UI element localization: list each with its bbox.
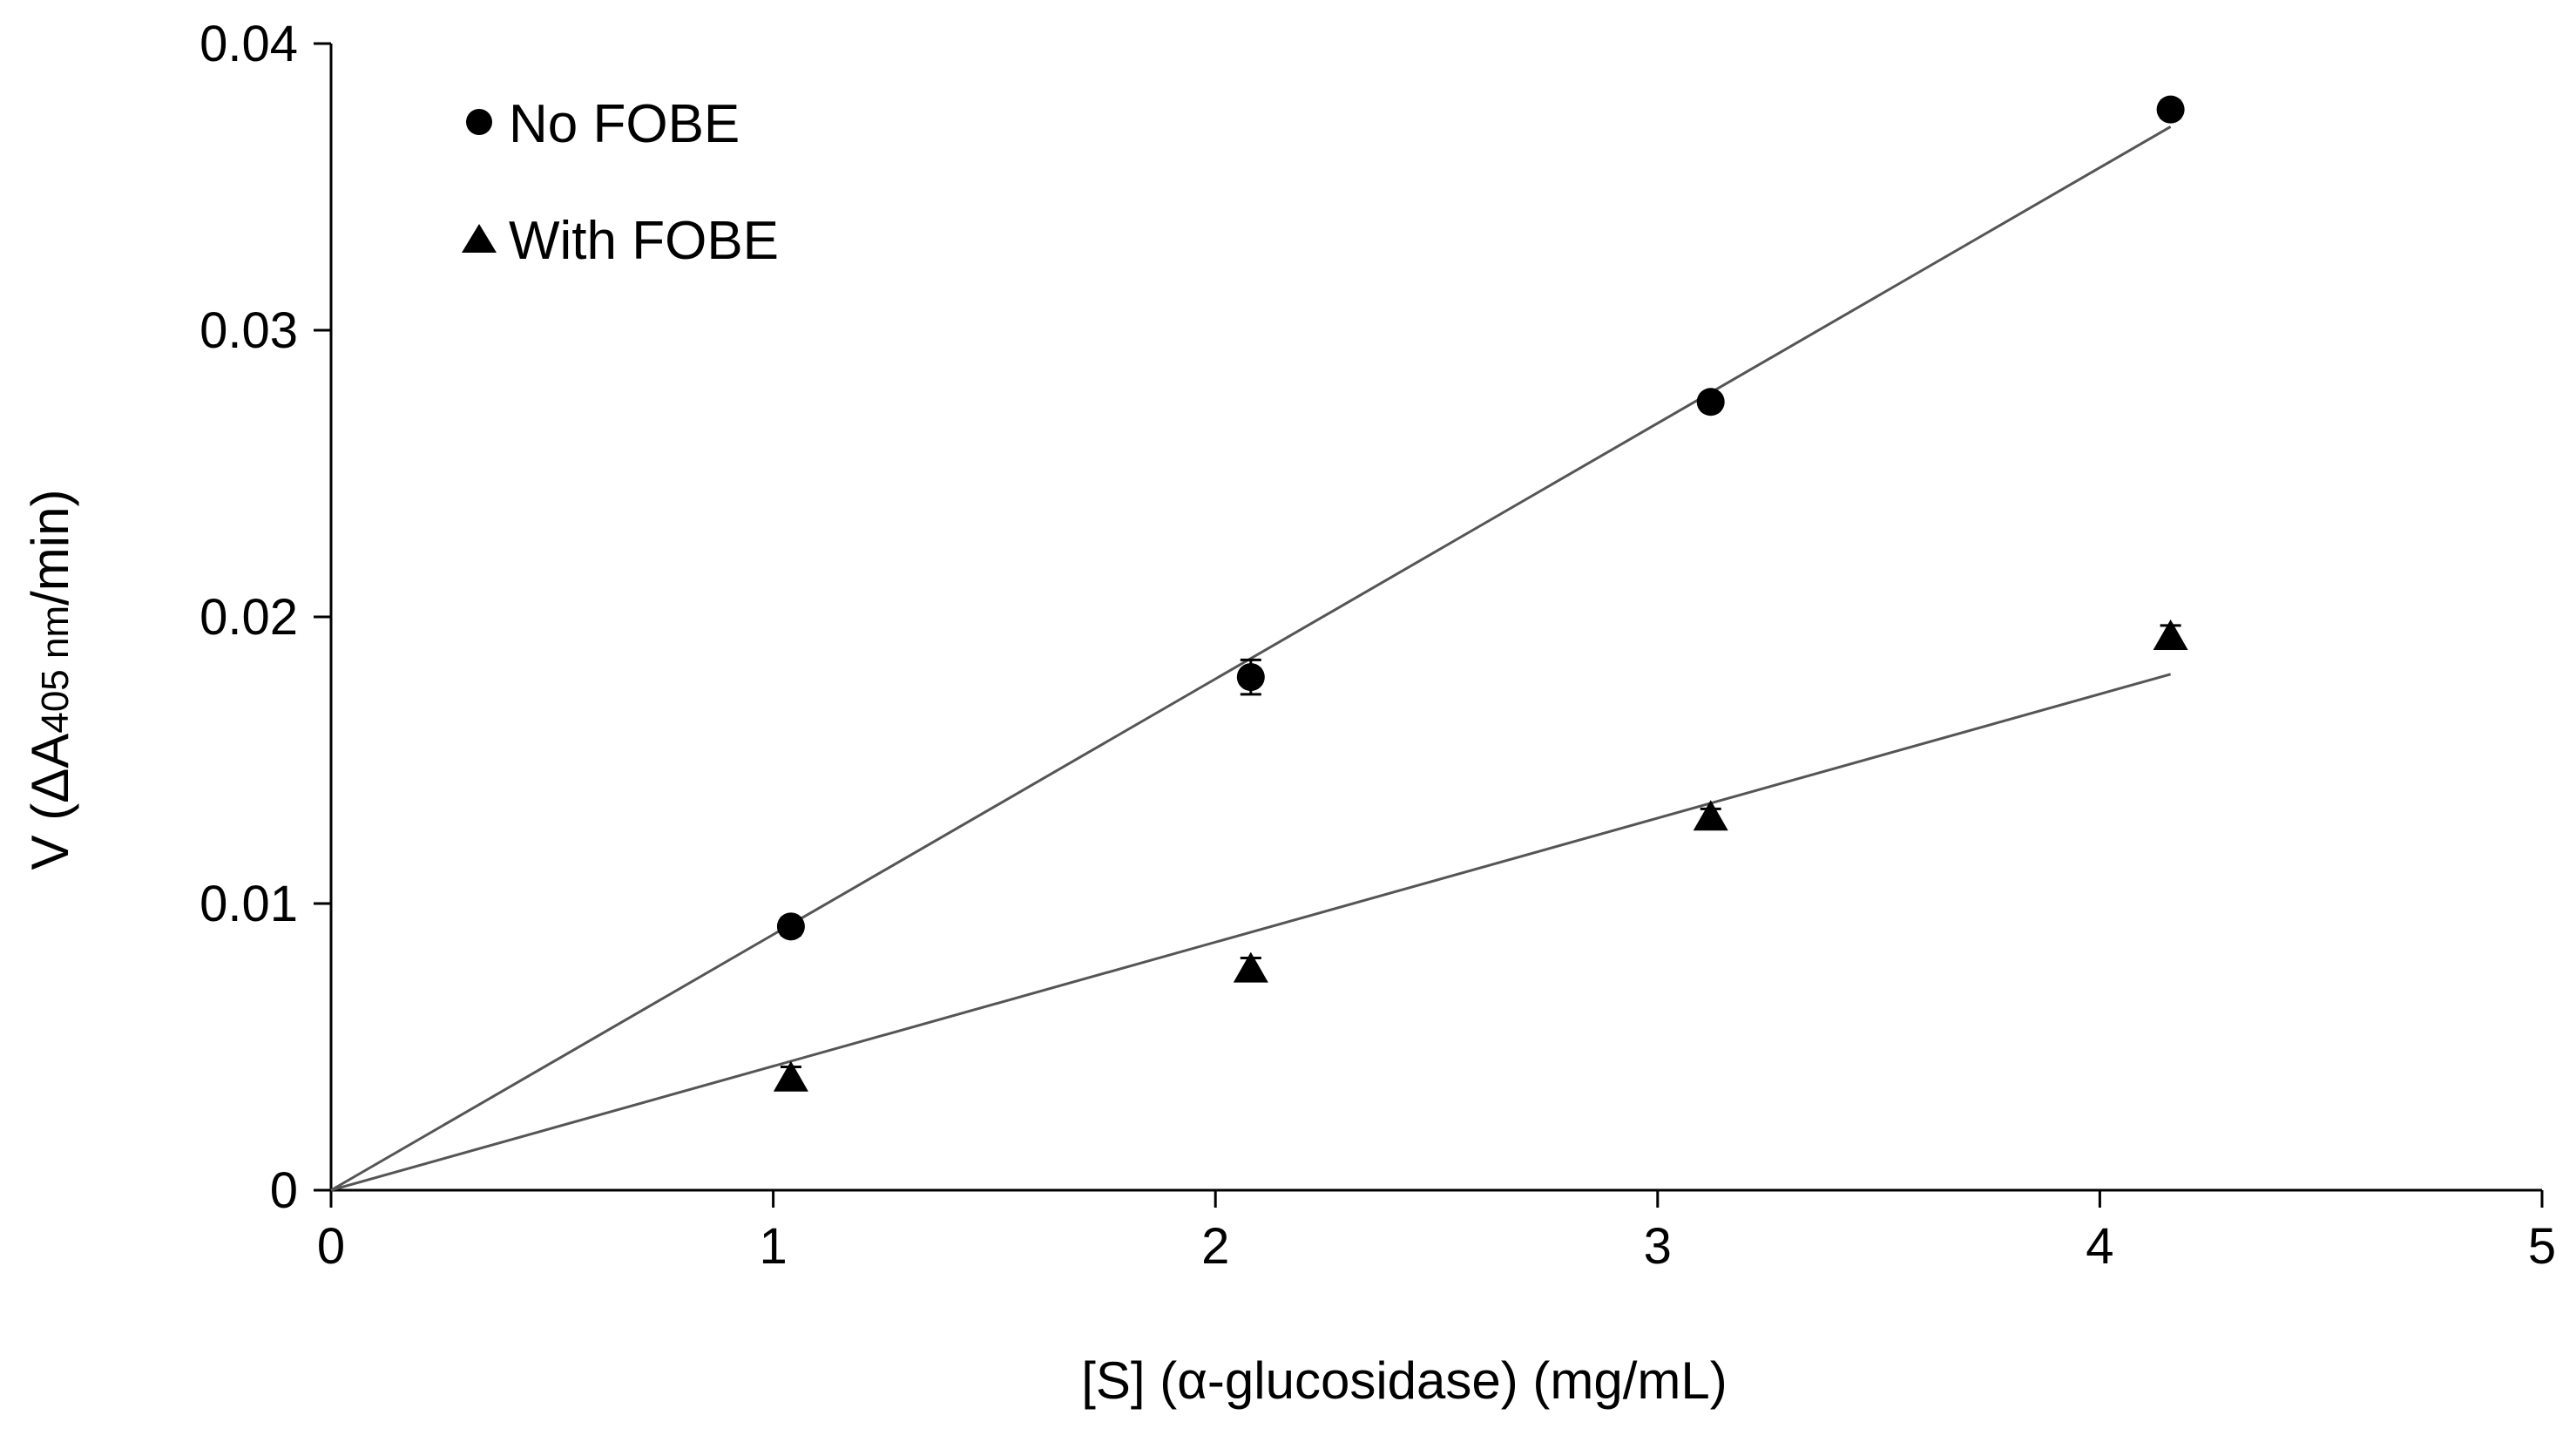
legend-item-with-fobe: With FOBE — [462, 211, 779, 271]
y-tick-label: 0 — [270, 1162, 298, 1219]
x-axis-title: [S] (α-glucosidase) (mg/mL) — [1081, 1351, 1727, 1410]
legend-label-with-fobe: With FOBE — [509, 211, 779, 271]
y-axis-title-prefix: V (ΔA — [21, 734, 79, 870]
x-tick-label: 2 — [1201, 1218, 1229, 1275]
trendline-no-fobe — [330, 125, 2172, 1192]
error-bars — [780, 99, 2181, 1092]
legend-item-no-fobe: No FOBE — [466, 94, 740, 154]
x-tick-label: 4 — [2086, 1218, 2113, 1275]
x-tick-label: 0 — [317, 1218, 345, 1275]
y-axis-title-suffix: /min) — [21, 490, 79, 606]
data-point-no-fobe — [1696, 388, 1725, 416]
tick-labels: 0 1 2 3 4 5 0 0.01 0.02 0.03 0.04 — [199, 16, 2556, 1275]
x-tick-label: 3 — [1644, 1218, 1672, 1275]
y-tick-label: 0.04 — [199, 16, 298, 72]
legend: No FOBE With FOBE — [462, 94, 779, 271]
trendline-with-fobe — [330, 673, 2172, 1192]
data-point-no-fobe — [2156, 95, 2185, 124]
data-point-no-fobe — [1236, 663, 1265, 692]
trendlines — [330, 125, 2172, 1192]
x-tick-label: 1 — [759, 1218, 787, 1275]
data-markers — [773, 95, 2188, 1092]
circle-marker-icon — [466, 109, 492, 135]
y-axis-title: V (ΔA405 nm/min) — [21, 490, 79, 870]
data-point-with-fobe — [773, 1060, 808, 1092]
y-axis-title-subscript: 405 nm — [34, 606, 77, 734]
x-tick-label: 5 — [2528, 1218, 2556, 1275]
triangle-marker-icon — [462, 224, 497, 253]
data-point-no-fobe — [776, 912, 805, 941]
y-tick-label: 0.01 — [199, 876, 298, 932]
legend-label-no-fobe: No FOBE — [509, 94, 740, 154]
y-tick-label: 0.03 — [199, 302, 298, 359]
data-point-with-fobe — [2153, 619, 2188, 651]
data-point-with-fobe — [1693, 800, 1728, 831]
y-tick-label: 0.02 — [199, 589, 298, 646]
data-point-with-fobe — [1233, 951, 1268, 983]
axes — [314, 42, 2544, 1208]
